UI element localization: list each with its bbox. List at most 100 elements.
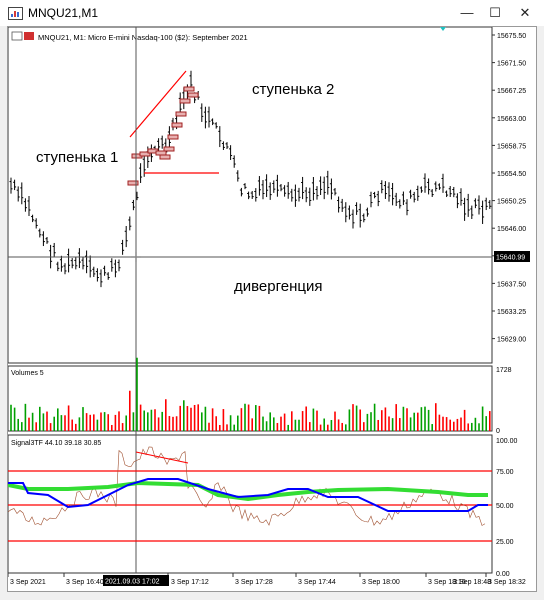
volume-bar: [204, 406, 207, 431]
crosshair-price-label: 15640.99: [496, 255, 525, 262]
volume-bar: [269, 412, 271, 431]
volume-bar: [35, 422, 37, 431]
volume-bar: [399, 418, 401, 431]
step1-annotation: ступенька 1: [36, 149, 118, 166]
volume-bar: [67, 405, 70, 431]
step-box: [159, 154, 171, 160]
volume-bar: [197, 404, 199, 431]
price-tick-label: 15671.50: [497, 61, 526, 68]
volume-bar: [424, 406, 426, 431]
volume-bar: [49, 423, 52, 431]
step-box: [167, 134, 179, 140]
volume-bar: [193, 404, 196, 431]
volume-bar: [211, 408, 214, 431]
time-tick-label: 3 Sep 18:32: [488, 579, 526, 586]
volume-panel-label: Volumes 5: [11, 370, 44, 377]
volume-bar: [456, 418, 459, 431]
volume-bar: [431, 424, 433, 431]
volume-bar: [467, 423, 469, 431]
signal-tick-label: 50.00: [496, 503, 514, 510]
volume-bar: [71, 419, 73, 431]
volume-bar: [453, 421, 455, 431]
volume-bar: [402, 406, 405, 431]
volume-bar: [366, 413, 369, 431]
volume-bar: [179, 405, 181, 431]
volume-bar: [13, 407, 16, 431]
volume-bar: [427, 409, 430, 431]
volume-bar: [111, 424, 113, 431]
chart-small-icon: [11, 31, 23, 41]
volume-bar: [463, 409, 466, 431]
volume-bar: [377, 419, 379, 431]
signal-tick-label: 75.00: [496, 469, 514, 476]
volume-bar: [327, 424, 329, 431]
volume-bar: [262, 416, 264, 431]
volume-bar: [31, 412, 34, 431]
time-tick-label: 3 Sep 18:16: [428, 579, 466, 586]
volume-bar: [183, 400, 185, 431]
step-box: [183, 86, 195, 92]
volume-bar: [251, 418, 253, 431]
divergence-line: [135, 451, 189, 464]
step-markers: [127, 86, 199, 186]
volume-bar: [100, 412, 102, 431]
volume-bar: [46, 411, 48, 431]
volume-bar: [409, 417, 412, 431]
volume-bar: [229, 415, 232, 431]
volume-bar: [442, 416, 444, 431]
volume-bar: [42, 413, 45, 431]
volume-bar: [395, 404, 397, 431]
chart-svg[interactable]: MNQU21, M1: Micro E-mini Nasdaq-100 ($2)…: [8, 27, 538, 593]
signal-tick-label: 25.00: [496, 539, 514, 546]
signal-tick-label: 0.00: [496, 571, 510, 578]
volume-scale-max: 1728: [496, 367, 512, 374]
volume-bar: [381, 410, 383, 431]
volume-bar: [24, 403, 27, 431]
price-tick-label: 15667.25: [497, 88, 526, 95]
step-box: [127, 180, 139, 186]
crosshair-time-label: 2021.09.03 17:02: [105, 579, 160, 586]
volume-bar: [283, 413, 286, 431]
volume-bar: [118, 411, 120, 431]
volume-bar: [435, 403, 437, 431]
volume-bar: [391, 418, 394, 431]
price-tick-label: 15637.50: [497, 281, 526, 288]
volume-bar: [168, 416, 171, 431]
volume-bar: [478, 423, 480, 431]
crosshair-price-box: [494, 251, 530, 262]
volume-bar: [157, 417, 160, 431]
volume-bar: [276, 422, 279, 431]
volume-bar: [121, 423, 124, 431]
volume-bar: [355, 405, 358, 431]
volume-bar: [460, 417, 462, 431]
volume-bar: [64, 415, 66, 431]
chart-color-icon: [24, 32, 34, 40]
signal-axis: 100.00 75.00 50.00 25.00 0.00: [496, 438, 518, 578]
volume-bar: [309, 422, 311, 431]
step-box: [155, 150, 167, 156]
divergence-annotation: дивергенция: [234, 278, 322, 295]
volume-bar: [258, 405, 261, 431]
time-tick-label: 3 Sep 2021: [10, 579, 46, 586]
price-tick-label: 15654.50: [497, 171, 526, 178]
volume-bar: [287, 424, 289, 431]
volume-bar: [363, 422, 365, 431]
volume-bar: [21, 422, 23, 431]
volume-bar: [305, 406, 307, 431]
volume-bar: [143, 410, 145, 431]
minimize-button[interactable]: —: [460, 5, 474, 20]
chart-header-text: MNQU21, M1: Micro E-mini Nasdaq-100 ($2)…: [38, 33, 248, 42]
volume-bar: [348, 409, 351, 431]
time-tick-label: 3 Sep 17:12: [171, 579, 209, 586]
maximize-button[interactable]: ☐: [489, 5, 501, 20]
volume-bar: [471, 422, 473, 431]
step-box: [175, 111, 187, 117]
price-tick-label: 15646.00: [497, 226, 526, 233]
volume-bar: [154, 409, 156, 431]
volume-bar: [222, 409, 225, 431]
chart-area[interactable]: MNQU21, M1: Micro E-mini Nasdaq-100 ($2)…: [7, 26, 537, 592]
volume-bar: [388, 416, 390, 431]
price-axis: 15675.50 15671.50 15667.25 15663.00 15658.75…: [492, 33, 526, 344]
volume-bar: [150, 409, 153, 431]
close-button[interactable]: ✕: [519, 5, 531, 20]
